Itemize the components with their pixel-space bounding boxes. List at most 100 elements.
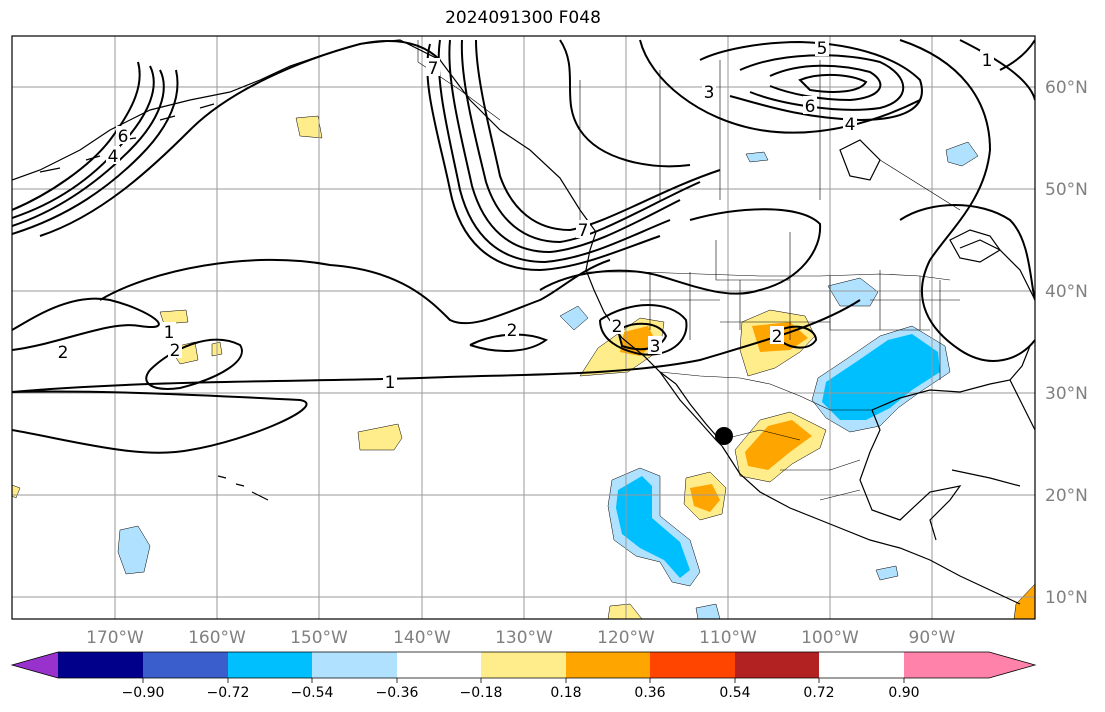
contour-line: [475, 39, 721, 232]
colorbar-tick-label: 0.54: [719, 685, 750, 701]
contour-line: [12, 69, 179, 235]
contour-label: 2: [612, 317, 623, 337]
contour-line: [999, 39, 1035, 71]
colorbar-segments: [12, 652, 1035, 678]
hawaii-islands: [217, 475, 269, 501]
lon-label: 140°W: [393, 628, 451, 648]
contour-line: [145, 338, 243, 390]
contour-line: [12, 61, 141, 211]
colorbar-segment: [735, 652, 819, 678]
contour-line: [899, 204, 1035, 301]
contour-line: [798, 73, 868, 93]
contour-label: 3: [650, 337, 661, 357]
contour-line: [460, 39, 701, 244]
positive-anomaly-area: [607, 603, 643, 619]
colorbar-outline: [10, 651, 1037, 679]
lon-label: 130°W: [495, 628, 553, 648]
colorbar-tick-label: 0.72: [803, 685, 834, 701]
map-frame: [11, 35, 1036, 620]
mexico-state-borders: [719, 429, 861, 501]
contour-line: [469, 333, 549, 353]
lat-label: 60°N: [1045, 78, 1088, 98]
lat-label: 20°N: [1045, 486, 1088, 506]
negative-anomaly-area: [745, 151, 769, 163]
contour-line: [559, 39, 691, 168]
cuba: [951, 469, 1021, 487]
positive-anomaly-area: [1013, 583, 1035, 619]
contour-line: [539, 208, 822, 295]
positive-anomaly-area: [690, 484, 720, 512]
colorbar-segment: [397, 652, 481, 678]
colorbar: −0.90 −0.72 −0.54 −0.36 −0.18 0.18 0.36 …: [10, 651, 1037, 701]
canada-province-borders: [579, 60, 961, 230]
colorbar-ticks: [142, 678, 905, 683]
lat-label: 50°N: [1045, 180, 1088, 200]
contour-label: 6: [118, 127, 129, 147]
lat-label: 40°N: [1045, 282, 1088, 302]
contour-line: [448, 39, 681, 254]
lon-label: 170°W: [86, 628, 144, 648]
negative-anomaly-area: [117, 525, 151, 575]
contour-label: 6: [805, 97, 816, 117]
colorbar-segment: [481, 652, 566, 678]
contour-line: [639, 39, 921, 134]
contour-label: 2: [772, 327, 783, 347]
colorbar-tick-label: −0.36: [376, 685, 419, 701]
contour-line: [12, 297, 160, 351]
colorbar-extend-min: [12, 652, 58, 678]
contour-line: [12, 69, 165, 227]
colorbar-segment: [143, 652, 228, 678]
contour-line: [599, 304, 688, 356]
colorbar-segment: [58, 652, 143, 678]
negative-anomaly-area: [875, 565, 899, 581]
gulf-coast: [859, 409, 962, 541]
us-gulf-coast: [871, 345, 1031, 411]
negative-anomaly-area: [695, 603, 721, 619]
colorbar-segment: [566, 652, 650, 678]
contour-line: [99, 258, 611, 325]
colorbar-extend-max: [989, 652, 1035, 678]
lon-label: 110°W: [699, 628, 757, 648]
lat-label: 30°N: [1045, 384, 1088, 404]
lon-label: 100°W: [801, 628, 859, 648]
colorbar-tick-label: 0.18: [550, 685, 581, 701]
contour-line: [39, 40, 441, 237]
contour-line: [616, 322, 668, 351]
contour-line: [699, 40, 923, 122]
colorbar-segment: [312, 652, 397, 678]
contour-label: 1: [385, 373, 396, 393]
contour-label: 3: [704, 83, 715, 103]
contour-label: 1: [982, 51, 993, 71]
contour-label: 7: [428, 59, 439, 79]
colorbar-segment: [904, 652, 989, 678]
colorbar-tick-label: −0.72: [207, 685, 250, 701]
colorbar-tick-label: −0.54: [291, 685, 334, 701]
lon-label: 160°W: [188, 628, 246, 648]
contour-label: 2: [170, 341, 181, 361]
colorbar-tick-label: −0.90: [122, 685, 165, 701]
lon-label: 120°W: [597, 628, 655, 648]
state-boundary: [640, 232, 960, 380]
negative-anomaly-area: [945, 141, 979, 167]
colorbar-tick-label: −0.18: [460, 685, 503, 701]
contour-line: [12, 299, 861, 393]
contour-line: [899, 39, 1035, 362]
lon-label: 90°W: [909, 628, 956, 648]
gridlines: [12, 36, 1035, 619]
great-lakes: [949, 229, 1001, 263]
contour-label: 4: [845, 115, 856, 135]
florida: [1009, 379, 1035, 431]
colorbar-tick-label: 0.90: [888, 685, 919, 701]
positive-anomaly-area: [295, 115, 323, 139]
contour-line: [779, 325, 818, 349]
contour-line: [426, 43, 661, 272]
colorbar-tick-label: 0.36: [634, 685, 665, 701]
contour-label: 4: [108, 147, 119, 167]
shaded-fields: [12, 115, 1035, 619]
contour-label: 1: [164, 323, 175, 343]
positive-anomaly-area: [745, 420, 812, 470]
lat-label: 10°N: [1045, 588, 1088, 608]
contour-label: 2: [58, 343, 69, 363]
contours: [12, 39, 1035, 454]
